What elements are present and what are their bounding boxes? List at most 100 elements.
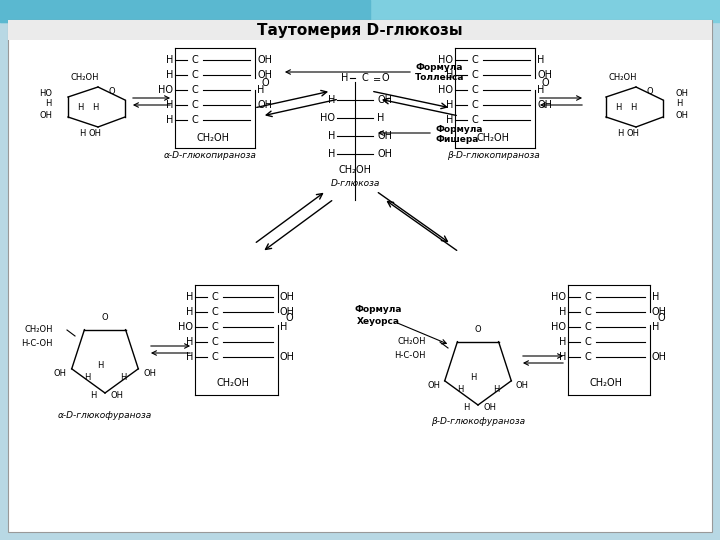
- Text: HO: HO: [438, 55, 453, 65]
- Text: H: H: [446, 70, 453, 80]
- Text: H: H: [120, 374, 126, 382]
- Text: C: C: [212, 322, 218, 332]
- Text: C: C: [585, 337, 591, 347]
- Text: OH: OH: [257, 55, 272, 65]
- Text: C: C: [472, 85, 478, 95]
- Text: HO: HO: [39, 89, 52, 98]
- Text: H: H: [186, 307, 193, 317]
- Text: C: C: [212, 307, 218, 317]
- Text: C: C: [472, 70, 478, 80]
- Text: OH: OH: [280, 307, 295, 317]
- Text: H: H: [77, 103, 84, 111]
- Text: H: H: [186, 352, 193, 362]
- Text: H: H: [186, 337, 193, 347]
- Text: C: C: [585, 292, 591, 302]
- Text: H: H: [45, 98, 52, 107]
- Text: HO: HO: [320, 113, 335, 123]
- Text: OH: OH: [257, 70, 272, 80]
- Text: C: C: [585, 322, 591, 332]
- Text: H: H: [96, 361, 103, 370]
- Text: C: C: [585, 307, 591, 317]
- Text: OH: OH: [89, 129, 102, 138]
- Text: H: H: [341, 73, 348, 83]
- Text: OH: OH: [377, 149, 392, 159]
- Text: H: H: [166, 70, 173, 80]
- Text: O: O: [474, 326, 481, 334]
- Text: C: C: [192, 55, 199, 65]
- Text: O: O: [262, 78, 269, 88]
- Text: CH₂OH: CH₂OH: [590, 378, 623, 388]
- Text: D-глюкоза: D-глюкоза: [330, 179, 379, 187]
- Text: H: H: [492, 386, 499, 395]
- Text: CH₂OH: CH₂OH: [397, 338, 426, 347]
- Text: O: O: [542, 78, 549, 88]
- Text: H: H: [617, 129, 624, 138]
- Text: Формула: Формула: [415, 63, 462, 71]
- Text: H: H: [166, 55, 173, 65]
- Text: OH: OH: [39, 111, 52, 119]
- Text: H: H: [92, 103, 98, 111]
- Text: HO: HO: [178, 322, 193, 332]
- Text: O: O: [285, 313, 292, 323]
- Text: Таутомерия D-глюкозы: Таутомерия D-глюкозы: [257, 23, 463, 37]
- Text: CH₂OH: CH₂OH: [71, 72, 99, 82]
- Text: H: H: [280, 322, 287, 332]
- Text: H: H: [166, 115, 173, 125]
- Text: Хеуорса: Хеуорса: [356, 318, 400, 327]
- Text: H: H: [463, 403, 469, 413]
- Text: H: H: [328, 95, 335, 105]
- Text: H: H: [456, 386, 463, 395]
- Text: H: H: [652, 292, 660, 302]
- Text: OH: OH: [676, 111, 689, 119]
- Text: H: H: [84, 374, 90, 382]
- Text: CH₂OH: CH₂OH: [197, 133, 230, 143]
- Text: CH₂OH: CH₂OH: [477, 133, 510, 143]
- Text: O: O: [381, 73, 389, 83]
- Text: H: H: [446, 115, 453, 125]
- Text: OH: OH: [377, 95, 392, 105]
- Text: HO: HO: [551, 292, 566, 302]
- Text: C: C: [585, 352, 591, 362]
- Text: OH: OH: [537, 70, 552, 80]
- Text: HO: HO: [551, 322, 566, 332]
- Text: H-C-OH: H-C-OH: [22, 339, 53, 348]
- Text: OH: OH: [652, 352, 667, 362]
- Text: α-D-глюкопираноза: α-D-глюкопираноза: [163, 151, 256, 159]
- Text: HO: HO: [158, 85, 173, 95]
- Text: OH: OH: [537, 100, 552, 110]
- Text: CH₂OH: CH₂OH: [24, 326, 53, 334]
- Text: H: H: [186, 292, 193, 302]
- Text: OH: OH: [427, 381, 440, 389]
- Text: H: H: [537, 55, 544, 65]
- Text: O: O: [647, 86, 653, 96]
- Text: C: C: [472, 100, 478, 110]
- Text: H: H: [166, 100, 173, 110]
- Text: OH: OH: [377, 131, 392, 141]
- Text: H: H: [257, 85, 264, 95]
- Bar: [8, 20, 712, 40]
- Text: C: C: [212, 292, 218, 302]
- Text: H: H: [78, 129, 85, 138]
- Text: C: C: [472, 55, 478, 65]
- Text: H: H: [537, 85, 544, 95]
- Text: H: H: [328, 131, 335, 141]
- Text: OH: OH: [54, 368, 67, 377]
- Text: C: C: [192, 115, 199, 125]
- Text: H: H: [559, 337, 566, 347]
- Text: OH: OH: [516, 381, 529, 389]
- Text: H: H: [328, 149, 335, 159]
- Text: H: H: [559, 307, 566, 317]
- Text: O: O: [109, 86, 115, 96]
- Text: OH: OH: [652, 307, 667, 317]
- Text: HO: HO: [438, 85, 453, 95]
- Text: OH: OH: [626, 129, 639, 138]
- Text: C: C: [192, 85, 199, 95]
- Text: H: H: [676, 98, 683, 107]
- Text: C: C: [472, 115, 478, 125]
- Text: Формула: Формула: [435, 125, 482, 134]
- Text: OH: OH: [257, 100, 272, 110]
- Text: Фишера: Фишера: [435, 136, 478, 145]
- Text: O: O: [102, 314, 108, 322]
- Text: OH: OH: [280, 292, 295, 302]
- Text: β-D-глюкофураноза: β-D-глюкофураноза: [431, 417, 525, 427]
